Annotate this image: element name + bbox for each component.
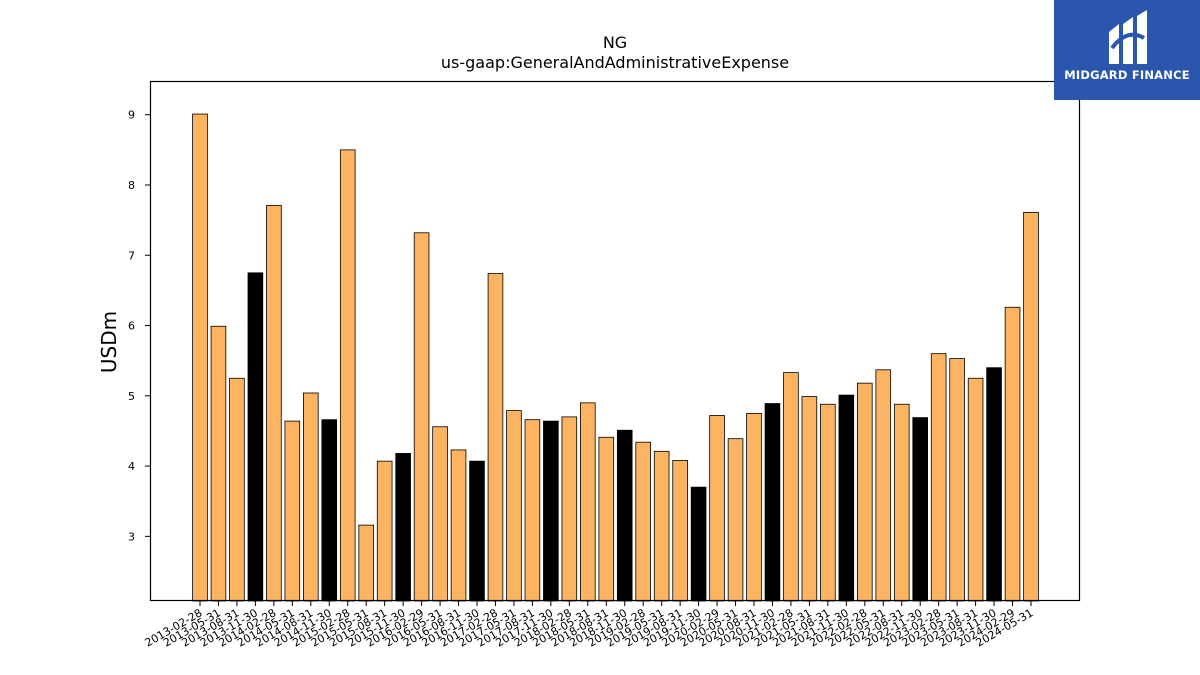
bar-2013-08-31 — [229, 377, 245, 602]
bar-2014-02-28 — [266, 204, 282, 602]
x-axis: 2013-02-282013-05-312013-08-312013-11-30… — [143, 601, 1036, 650]
bar-2016-11-30 — [469, 460, 485, 602]
bar-2020-05-31 — [727, 438, 744, 602]
y-tick-label: 9 — [128, 109, 135, 122]
y-tick-label: 5 — [128, 390, 135, 403]
bar-2014-05-31 — [284, 420, 301, 602]
y-tick-label: 8 — [128, 179, 135, 192]
bar-2020-11-30 — [764, 403, 781, 602]
bar-2016-08-31 — [450, 449, 467, 602]
bar-2013-02-28 — [192, 113, 208, 602]
bar-2018-05-31 — [580, 402, 596, 602]
bar-2023-11-30 — [986, 367, 1002, 602]
bar-2018-08-31 — [598, 436, 615, 602]
bar-2021-11-30 — [838, 394, 855, 602]
bar-2022-08-31 — [893, 403, 910, 602]
bar-2015-05-31 — [358, 524, 374, 602]
bar-2019-02-28 — [635, 441, 651, 602]
y-tick-label: 6 — [128, 320, 135, 333]
bar-2017-05-31 — [506, 410, 522, 602]
y-axis-label: USDm — [97, 311, 121, 373]
plot-frame — [149, 80, 1081, 602]
bar-2016-05-31 — [432, 426, 448, 602]
brand-logo: MIDGARD FINANCE — [1054, 0, 1200, 100]
chart-subtitle: us-gaap:GeneralAndAdministrativeExpense — [441, 53, 789, 72]
bar-2016-02-29 — [413, 232, 430, 602]
bar-2023-05-31 — [949, 358, 965, 602]
brand-name: MIDGARD FINANCE — [1064, 68, 1190, 82]
bar-2019-05-31 — [653, 450, 670, 602]
bar-2018-02-28 — [561, 416, 578, 602]
midgard-logo-icon — [1109, 10, 1147, 64]
bar-2022-02-28 — [857, 382, 873, 602]
bar-2023-08-31 — [967, 377, 984, 602]
bar-2015-02-28 — [339, 149, 356, 602]
bar-2021-02-28 — [783, 372, 799, 602]
bar-2014-08-31 — [303, 392, 319, 602]
bar-2015-08-31 — [376, 460, 393, 602]
bar-2013-05-31 — [210, 325, 227, 602]
bar-2024-05-31 — [1023, 212, 1039, 602]
bar-2022-11-30 — [912, 417, 928, 602]
bar-2023-02-28 — [930, 353, 947, 602]
bar-2019-11-30 — [690, 486, 707, 602]
bar-2020-08-31 — [746, 412, 762, 602]
chart-title: NG — [603, 33, 627, 52]
bar-2019-08-31 — [672, 460, 688, 602]
y-tick-label: 3 — [128, 530, 135, 543]
y-tick-label: 7 — [128, 249, 135, 262]
y-tick-label: 4 — [128, 460, 135, 473]
bar-series — [192, 113, 1039, 602]
bar-2021-08-31 — [820, 403, 836, 602]
bar-2022-05-31 — [875, 369, 892, 602]
bar-2017-08-31 — [524, 419, 541, 602]
bar-2017-11-30 — [543, 420, 559, 602]
bar-2021-05-31 — [801, 396, 818, 602]
bar-2015-11-30 — [395, 453, 411, 602]
bar-2014-11-30 — [321, 419, 338, 602]
bar-2013-11-30 — [247, 272, 264, 602]
bar-2024-02-29 — [1004, 306, 1021, 602]
bar-2018-11-30 — [616, 429, 633, 602]
y-axis: 3 4 5 6 7 8 9 — [128, 109, 150, 543]
bar-2017-02-28 — [487, 273, 504, 602]
bar-2020-02-29 — [709, 415, 725, 602]
